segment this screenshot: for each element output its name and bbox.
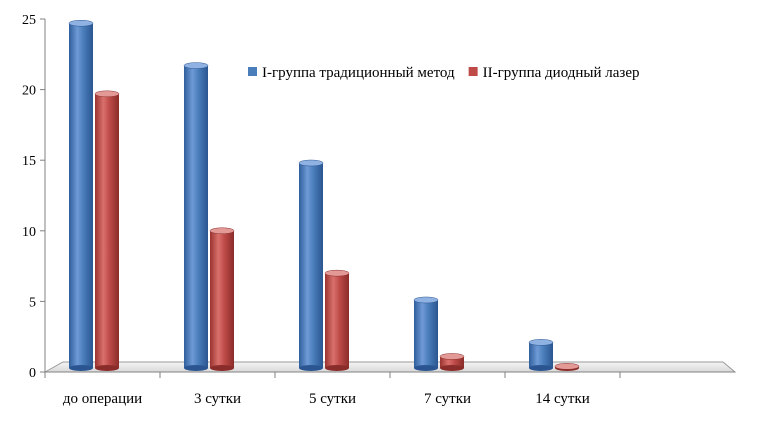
x-category-label: 7 сутки (424, 391, 471, 407)
bar-top (439, 353, 465, 360)
floor-plane (43, 361, 737, 373)
bar-base (299, 365, 323, 371)
legend-swatch (248, 67, 257, 76)
bar-base (69, 365, 93, 371)
bar-base (184, 365, 208, 371)
legend: I-группа традиционный метод II-группа дио… (248, 65, 640, 81)
bar-top (209, 227, 235, 235)
bar-body (69, 23, 93, 369)
y-tick-label: 0 (29, 366, 36, 381)
x-category-label: 3 сутки (194, 391, 241, 407)
bar-body (95, 93, 119, 368)
bar (324, 269, 350, 371)
bar-base (210, 365, 234, 371)
bar (183, 62, 209, 371)
bar (298, 159, 324, 371)
y-tick-label: 5 (29, 295, 36, 310)
bar-top (413, 296, 439, 304)
bar-base (529, 365, 553, 371)
bar (528, 339, 554, 371)
y-tick-label: 10 (22, 225, 36, 240)
bar-top (183, 62, 209, 69)
labels-layer: 0 5 10 15 20 25 до операции 3 сутки 5 сутки 7 сут… (22, 13, 590, 407)
bar-body (440, 356, 464, 368)
bar-base (414, 365, 438, 371)
bar-top (68, 19, 94, 27)
bar (209, 227, 235, 371)
bar (68, 19, 94, 371)
legend-label: I-группа традиционный метод (262, 65, 455, 81)
legend-label: II-группа диодный лазер (483, 65, 640, 81)
bar-base (325, 365, 349, 371)
bar-base (95, 365, 119, 371)
bar (413, 296, 439, 371)
bar-body (184, 65, 208, 368)
bar-top (94, 90, 120, 98)
y-tick-label: 25 (22, 13, 36, 28)
bar-body (210, 230, 234, 368)
bar-body (299, 163, 323, 368)
bar-top (298, 159, 324, 167)
bar (554, 363, 580, 371)
x-category-label: 5 сутки (309, 391, 356, 407)
bar-body (529, 342, 553, 368)
bar (439, 353, 465, 371)
bar-top (554, 363, 580, 370)
bar-body (414, 299, 438, 368)
bar-body (325, 273, 349, 368)
legend-swatch (468, 67, 478, 76)
x-category-label: 14 сутки (535, 391, 590, 407)
bar-top (324, 269, 350, 277)
x-category-label: до операции (63, 391, 142, 407)
bars-layer (68, 19, 580, 371)
y-tick-label: 15 (22, 154, 36, 169)
y-tick-label: 20 (22, 84, 36, 99)
bar-top (528, 339, 554, 346)
bar (94, 90, 120, 371)
bar-base (440, 365, 464, 371)
